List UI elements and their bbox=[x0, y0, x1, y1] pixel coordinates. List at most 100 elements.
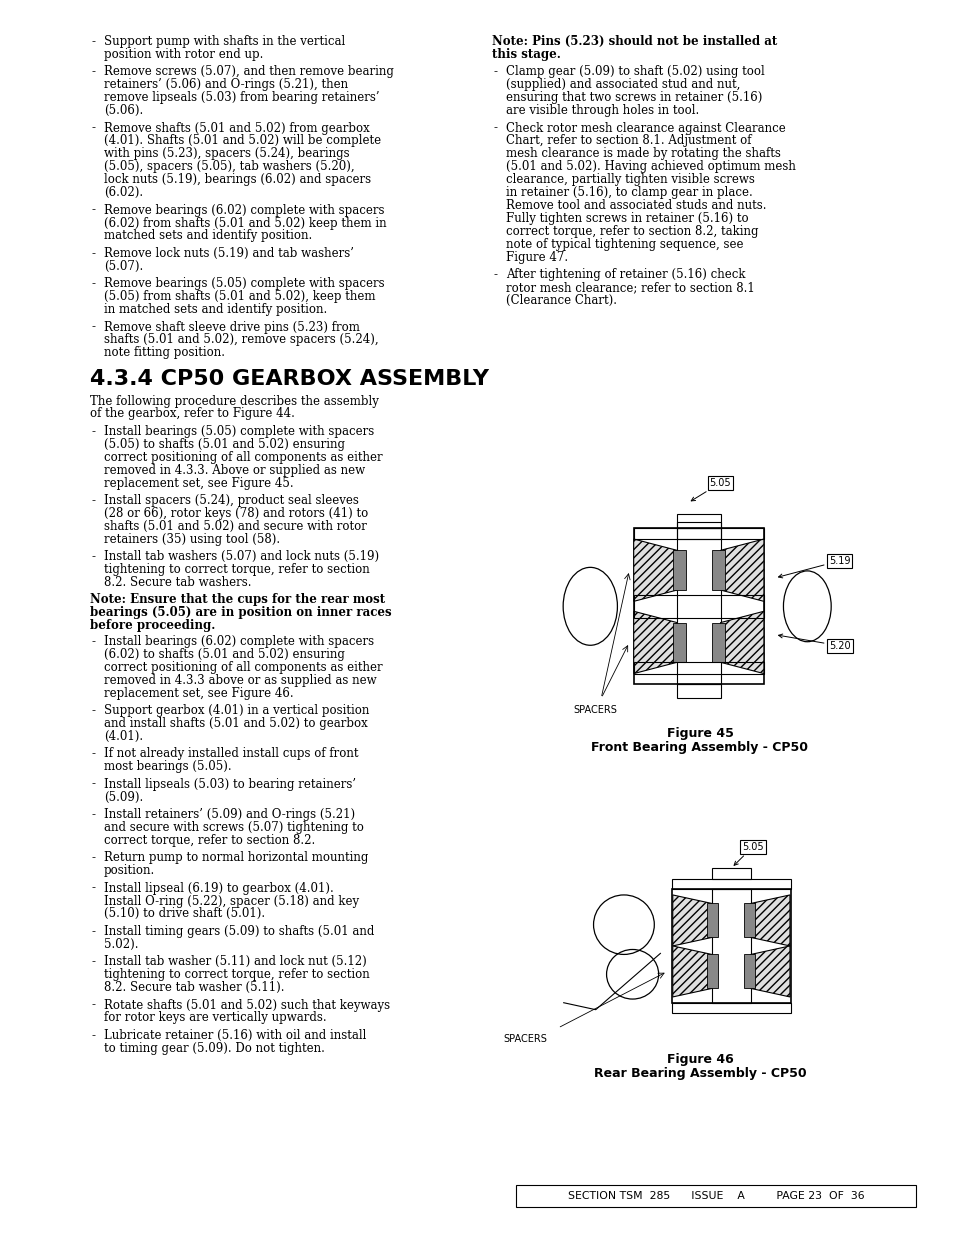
Text: note fitting position.: note fitting position. bbox=[104, 346, 225, 359]
Text: Remove tool and associated studs and nuts.: Remove tool and associated studs and nut… bbox=[505, 199, 765, 212]
Text: Install O-ring (5.22), spacer (5.18) and key: Install O-ring (5.22), spacer (5.18) and… bbox=[104, 894, 358, 908]
Text: to timing gear (5.09). Do not tighten.: to timing gear (5.09). Do not tighten. bbox=[104, 1042, 325, 1055]
Text: (4.01).: (4.01). bbox=[104, 730, 143, 742]
Polygon shape bbox=[672, 946, 711, 997]
Text: (4.01). Shafts (5.01 and 5.02) will be complete: (4.01). Shafts (5.01 and 5.02) will be c… bbox=[104, 135, 381, 147]
Text: lock nuts (5.19), bearings (6.02) and spacers: lock nuts (5.19), bearings (6.02) and sp… bbox=[104, 173, 371, 186]
Text: in matched sets and identify position.: in matched sets and identify position. bbox=[104, 303, 327, 316]
Text: -: - bbox=[91, 778, 96, 790]
Bar bbox=[677, 522, 720, 538]
Text: Return pump to normal horizontal mounting: Return pump to normal horizontal mountin… bbox=[104, 851, 368, 864]
Text: position.: position. bbox=[104, 864, 155, 877]
Text: replacement set, see Figure 46.: replacement set, see Figure 46. bbox=[104, 687, 294, 699]
Text: correct positioning of all components as either: correct positioning of all components as… bbox=[104, 451, 382, 463]
Polygon shape bbox=[633, 611, 677, 673]
Text: Clamp gear (5.09) to shaft (5.02) using tool: Clamp gear (5.09) to shaft (5.02) using … bbox=[505, 65, 764, 78]
Text: correct torque, refer to section 8.2, taking: correct torque, refer to section 8.2, ta… bbox=[505, 225, 758, 238]
Text: (supplied) and associated stud and nut,: (supplied) and associated stud and nut, bbox=[505, 78, 740, 91]
Text: SECTION TSM  285      ISSUE    A         PAGE 23  OF  36: SECTION TSM 285 ISSUE A PAGE 23 OF 36 bbox=[567, 1191, 863, 1200]
Text: -: - bbox=[91, 635, 96, 648]
Text: tightening to correct torque, refer to section: tightening to correct torque, refer to s… bbox=[104, 563, 370, 576]
Text: -: - bbox=[91, 65, 96, 78]
Text: for rotor keys are vertically upwards.: for rotor keys are vertically upwards. bbox=[104, 1011, 326, 1025]
Text: before proceeding.: before proceeding. bbox=[90, 619, 215, 632]
Text: -: - bbox=[91, 1029, 96, 1042]
Text: Support pump with shafts in the vertical: Support pump with shafts in the vertical bbox=[104, 35, 345, 48]
Text: 4.3.4 CP50 GEARBOX ASSEMBLY: 4.3.4 CP50 GEARBOX ASSEMBLY bbox=[90, 369, 489, 389]
Text: and secure with screws (5.07) tightening to: and secure with screws (5.07) tightening… bbox=[104, 821, 363, 834]
Bar bbox=[516, 1186, 915, 1207]
Text: The following procedure describes the assembly: The following procedure describes the as… bbox=[90, 394, 378, 408]
Text: Note: Ensure that the cups for the rear most: Note: Ensure that the cups for the rear … bbox=[90, 594, 385, 606]
Text: retainers (35) using tool (58).: retainers (35) using tool (58). bbox=[104, 532, 280, 546]
Bar bbox=[677, 514, 720, 529]
Text: -: - bbox=[91, 808, 96, 821]
Bar bbox=[711, 551, 724, 590]
Text: -: - bbox=[91, 494, 96, 508]
Text: (6.02) from shafts (5.01 and 5.02) keep them in: (6.02) from shafts (5.01 and 5.02) keep … bbox=[104, 216, 386, 230]
Text: Support gearbox (4.01) in a vertical position: Support gearbox (4.01) in a vertical pos… bbox=[104, 704, 369, 718]
Text: Remove screws (5.07), and then remove bearing: Remove screws (5.07), and then remove be… bbox=[104, 65, 394, 78]
Text: -: - bbox=[494, 121, 497, 135]
Text: After tightening of retainer (5.16) check: After tightening of retainer (5.16) chec… bbox=[505, 268, 744, 282]
Polygon shape bbox=[750, 895, 789, 946]
Polygon shape bbox=[720, 611, 763, 673]
Bar bbox=[671, 879, 790, 889]
Text: -: - bbox=[91, 851, 96, 864]
Text: this stage.: this stage. bbox=[492, 48, 560, 61]
Text: Front Bearing Assembly - CP50: Front Bearing Assembly - CP50 bbox=[591, 741, 807, 755]
Text: correct torque, refer to section 8.2.: correct torque, refer to section 8.2. bbox=[104, 834, 314, 847]
Text: Remove lock nuts (5.19) and tab washers’: Remove lock nuts (5.19) and tab washers’ bbox=[104, 247, 354, 259]
Bar bbox=[633, 595, 763, 618]
Text: Install lipseal (6.19) to gearbox (4.01).: Install lipseal (6.19) to gearbox (4.01)… bbox=[104, 882, 334, 894]
Text: Install tab washer (5.11) and lock nut (5.12): Install tab washer (5.11) and lock nut (… bbox=[104, 955, 366, 968]
Text: Rear Bearing Assembly - CP50: Rear Bearing Assembly - CP50 bbox=[593, 1067, 805, 1079]
Text: (28 or 66), rotor keys (78) and rotors (41) to: (28 or 66), rotor keys (78) and rotors (… bbox=[104, 506, 368, 520]
Text: of the gearbox, refer to Figure 44.: of the gearbox, refer to Figure 44. bbox=[90, 408, 294, 420]
Polygon shape bbox=[633, 538, 677, 601]
Text: -: - bbox=[91, 551, 96, 563]
Text: -: - bbox=[91, 747, 96, 761]
Text: Install bearings (6.02) complete with spacers: Install bearings (6.02) complete with sp… bbox=[104, 635, 374, 648]
Text: Install timing gears (5.09) to shafts (5.01 and: Install timing gears (5.09) to shafts (5… bbox=[104, 925, 374, 937]
Text: remove lipseals (5.03) from bearing retainers’: remove lipseals (5.03) from bearing reta… bbox=[104, 91, 379, 104]
Polygon shape bbox=[720, 538, 763, 601]
Text: ensuring that two screws in retainer (5.16): ensuring that two screws in retainer (5.… bbox=[505, 91, 761, 104]
Text: (5.07).: (5.07). bbox=[104, 259, 143, 273]
Text: Chart, refer to section 8.1. Adjustment of: Chart, refer to section 8.1. Adjustment … bbox=[505, 135, 751, 147]
Text: shafts (5.01 and 5.02) and secure with rotor: shafts (5.01 and 5.02) and secure with r… bbox=[104, 520, 367, 532]
Text: tightening to correct torque, refer to section: tightening to correct torque, refer to s… bbox=[104, 968, 370, 981]
Text: SPACERS: SPACERS bbox=[503, 1034, 547, 1044]
Text: -: - bbox=[91, 247, 96, 259]
Text: removed in 4.3.3 above or as supplied as new: removed in 4.3.3 above or as supplied as… bbox=[104, 673, 376, 687]
Text: -: - bbox=[91, 704, 96, 718]
Text: replacement set, see Figure 45.: replacement set, see Figure 45. bbox=[104, 477, 294, 489]
Bar bbox=[707, 904, 718, 937]
Text: (6.02).: (6.02). bbox=[104, 186, 143, 199]
Text: (5.09).: (5.09). bbox=[104, 790, 143, 804]
Bar bbox=[707, 955, 718, 988]
Bar bbox=[672, 551, 685, 590]
Text: note of typical tightening sequence, see: note of typical tightening sequence, see bbox=[505, 238, 742, 251]
Text: Remove bearings (5.05) complete with spacers: Remove bearings (5.05) complete with spa… bbox=[104, 277, 384, 290]
Text: 5.19: 5.19 bbox=[778, 556, 850, 578]
Text: -: - bbox=[91, 425, 96, 438]
Text: 5.02).: 5.02). bbox=[104, 937, 138, 951]
Polygon shape bbox=[750, 946, 789, 997]
Text: -: - bbox=[91, 204, 96, 216]
Text: retainers’ (5.06) and O-rings (5.21), then: retainers’ (5.06) and O-rings (5.21), th… bbox=[104, 78, 348, 91]
Text: matched sets and identify position.: matched sets and identify position. bbox=[104, 230, 312, 242]
Text: Check rotor mesh clearance against Clearance: Check rotor mesh clearance against Clear… bbox=[505, 121, 785, 135]
Text: Lubricate retainer (5.16) with oil and install: Lubricate retainer (5.16) with oil and i… bbox=[104, 1029, 366, 1042]
Text: and install shafts (5.01 and 5.02) to gearbox: and install shafts (5.01 and 5.02) to ge… bbox=[104, 716, 367, 730]
Text: Install tab washers (5.07) and lock nuts (5.19): Install tab washers (5.07) and lock nuts… bbox=[104, 551, 378, 563]
Text: Fully tighten screws in retainer (5.16) to: Fully tighten screws in retainer (5.16) … bbox=[505, 212, 748, 225]
Text: in retainer (5.16), to clamp gear in place.: in retainer (5.16), to clamp gear in pla… bbox=[505, 186, 752, 199]
Bar bbox=[743, 904, 755, 937]
Text: (5.05) to shafts (5.01 and 5.02) ensuring: (5.05) to shafts (5.01 and 5.02) ensurin… bbox=[104, 437, 345, 451]
Text: -: - bbox=[91, 925, 96, 937]
Text: Remove shafts (5.01 and 5.02) from gearbox: Remove shafts (5.01 and 5.02) from gearb… bbox=[104, 121, 370, 135]
Bar bbox=[672, 622, 685, 662]
Text: -: - bbox=[91, 882, 96, 894]
Text: (5.01 and 5.02). Having achieved optimum mesh: (5.01 and 5.02). Having achieved optimum… bbox=[505, 161, 795, 173]
